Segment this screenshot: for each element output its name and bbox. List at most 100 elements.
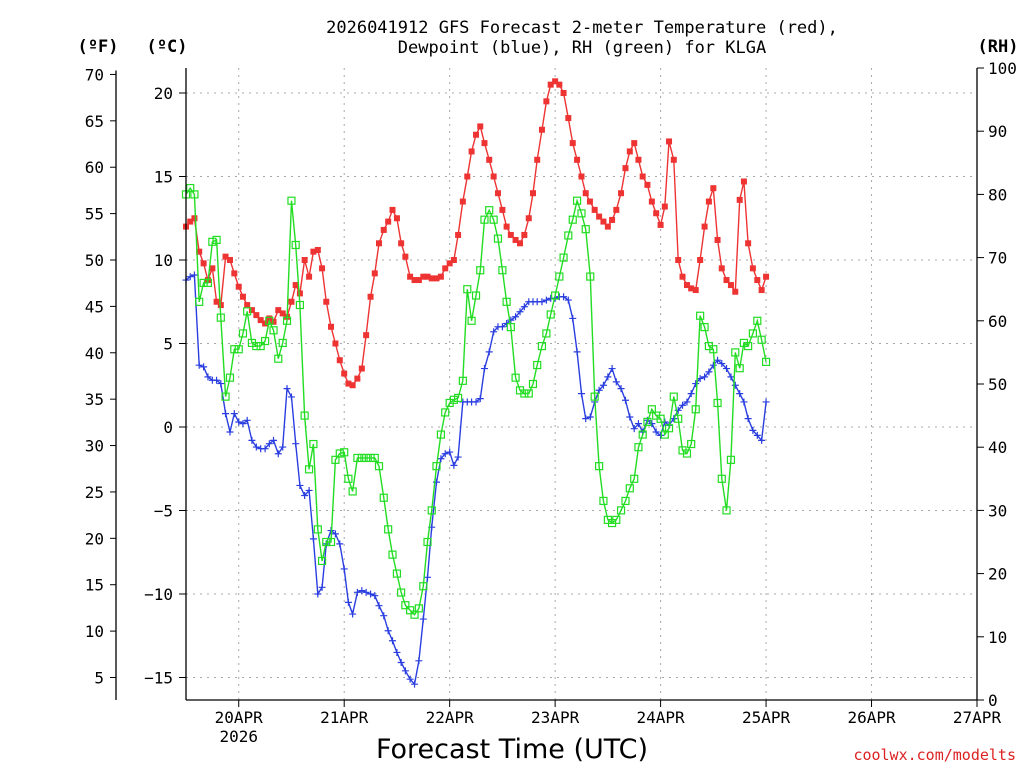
meter-temperature-point: [683, 282, 690, 289]
rh-tick-label: 0: [988, 691, 998, 710]
meter-temperature-point: [257, 317, 264, 324]
meter-temperature-point: [292, 282, 299, 289]
rh-point: [748, 329, 757, 338]
meter-temperature-point: [644, 181, 651, 188]
dewpoint-point: [415, 657, 423, 665]
rh-point: [476, 266, 485, 275]
dewpoint-point: [190, 271, 198, 279]
dewpoint-line: [185, 273, 767, 686]
meter-temperature-point: [262, 320, 269, 327]
dewpoint-point: [344, 598, 352, 606]
meter-temperature-point: [613, 206, 620, 213]
rh-point: [212, 235, 221, 245]
rh-point: [287, 196, 296, 205]
dewpoint-point: [723, 365, 731, 373]
rh-point: [524, 389, 533, 398]
rh-point: [454, 393, 463, 403]
meter-temperature-point: [529, 190, 536, 197]
rh-point: [300, 411, 309, 420]
grid-lines: [186, 68, 978, 700]
rh-point: [568, 215, 577, 224]
celsius-tick-label: 10: [154, 251, 173, 270]
dewpoint-point: [758, 436, 766, 444]
dewpoint-point: [490, 328, 498, 336]
rh-point: [401, 601, 410, 610]
meter-temperature-point: [209, 265, 216, 272]
dewpoint-point: [248, 436, 256, 444]
meter-temperature-point: [428, 275, 435, 282]
rh-point: [278, 338, 287, 348]
rh-point: [744, 341, 753, 351]
dewpoint-point: [204, 373, 212, 381]
x-axis-label: Forecast Time (UTC): [376, 734, 648, 765]
dewpoint-point: [621, 396, 629, 404]
dewpoint-point: [424, 573, 432, 581]
time-tick-label: 23APR: [531, 708, 580, 727]
dewpoint-point: [679, 401, 687, 409]
dewpoint-point: [480, 365, 488, 373]
meter-temperature-point: [565, 115, 572, 122]
meter-temperature-point: [367, 293, 374, 300]
dewpoint-point: [340, 565, 348, 573]
rh-point: [498, 266, 507, 275]
rh-point: [252, 341, 261, 351]
celsius-tick-label: −10: [144, 585, 173, 604]
meter-temperature-point: [314, 246, 321, 253]
meter-temperature-point: [244, 302, 251, 309]
meter-temperature-point: [547, 81, 554, 88]
meter-temperature-point: [499, 206, 506, 213]
meter-temperature-point: [639, 173, 646, 180]
meter-temperature-point: [740, 178, 747, 185]
meter-temperature-point: [631, 140, 638, 147]
dewpoint-point: [287, 393, 295, 401]
meter-temperature-point: [231, 270, 238, 277]
meter-temperature-point: [736, 196, 743, 203]
rh-point: [309, 439, 318, 449]
meter-temperature-point: [450, 257, 457, 263]
meter-temperature-point: [393, 215, 400, 222]
meter-temperature-point: [600, 218, 607, 225]
rh-point: [559, 253, 568, 262]
meter-temperature-point: [187, 218, 194, 225]
rh-point: [295, 300, 305, 310]
rh-point: [630, 474, 639, 483]
dewpoint-point: [744, 415, 752, 423]
meter-temperature-point: [574, 156, 581, 163]
rh-unit-label: (RH): [978, 37, 1019, 57]
dewpoint-point: [384, 627, 392, 635]
rh-point: [682, 449, 692, 458]
dewpoint-point: [498, 323, 506, 331]
dewpoint-point: [736, 390, 744, 398]
rh-point: [520, 389, 529, 398]
celsius-tick-label: 5: [163, 335, 173, 354]
meter-temperature-point: [675, 257, 682, 263]
meter-temperature-point: [710, 185, 717, 192]
meter-temperature-point: [363, 332, 370, 339]
meter-temperature-point: [270, 318, 277, 325]
rh-point: [590, 392, 599, 401]
rh-point: [696, 311, 705, 320]
chart-title-line-1: 2026041912 GFS Forecast 2-meter Temperat…: [326, 18, 838, 38]
meter-temperature-point: [490, 173, 497, 180]
dewpoint-point: [701, 373, 709, 381]
time-tick-label: 26APR: [847, 708, 896, 727]
celsius-tick-label: 0: [163, 418, 173, 437]
meter-temperature-point: [200, 260, 207, 267]
rh-point: [489, 215, 498, 224]
rh-point: [493, 234, 503, 243]
rh-point: [397, 588, 406, 597]
meter-temperature-point: [666, 138, 673, 145]
meter-temperature-point: [604, 223, 611, 230]
dewpoint-point: [235, 418, 243, 426]
fahrenheit-tick-label: 35: [85, 390, 104, 409]
meter-temperature-point: [727, 282, 734, 289]
dewpoint-point: [564, 296, 572, 304]
dewpoint-point: [441, 450, 449, 458]
fahrenheit-tick-label: 65: [85, 112, 104, 131]
fahrenheit-tick-label: 40: [85, 344, 104, 363]
rh-point: [370, 453, 379, 463]
time-tick-label: 27APR: [953, 708, 1002, 727]
rh-point: [577, 209, 586, 218]
dewpoint-point: [634, 420, 642, 428]
meter-temperature-point: [323, 298, 330, 305]
